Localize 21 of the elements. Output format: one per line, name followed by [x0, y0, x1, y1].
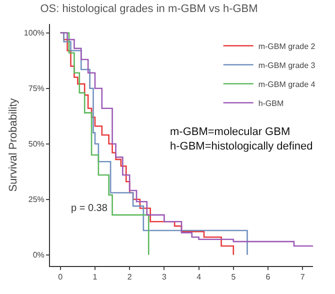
- chart-title: OS: histological grades in m-GBM vs h-GBM: [40, 3, 258, 16]
- x-tick-label: 7: [300, 272, 306, 282]
- x-tick-label: 2: [127, 272, 132, 282]
- legend-label: m-GBM grade 4: [258, 80, 316, 89]
- annotation: p = 0.38: [71, 203, 108, 214]
- y-tick-label: 75%: [28, 84, 44, 94]
- y-tick-label: 0%: [32, 250, 44, 260]
- y-tick-label: 100%: [24, 28, 44, 38]
- annotation: m-GBM=molecular GBM h-GBM=histologically defined: [170, 126, 313, 152]
- x-tick-label: 3: [162, 272, 167, 282]
- legend-label: m-GBM grade 3: [258, 60, 316, 70]
- legend-label: h-GBM: [258, 98, 284, 108]
- x-tick-label: 0: [58, 272, 64, 282]
- x-tick-label: 5: [231, 272, 236, 282]
- y-axis-title: Survival Probability: [8, 98, 20, 192]
- x-tick-label: 4: [196, 272, 202, 282]
- x-tick-label: 6: [266, 272, 271, 282]
- y-tick-label: 25%: [28, 195, 44, 204]
- x-tick-label: 1: [92, 272, 98, 282]
- y-tick-label: 50%: [28, 140, 44, 149]
- legend-label: m-GBM grade 2: [258, 42, 316, 51]
